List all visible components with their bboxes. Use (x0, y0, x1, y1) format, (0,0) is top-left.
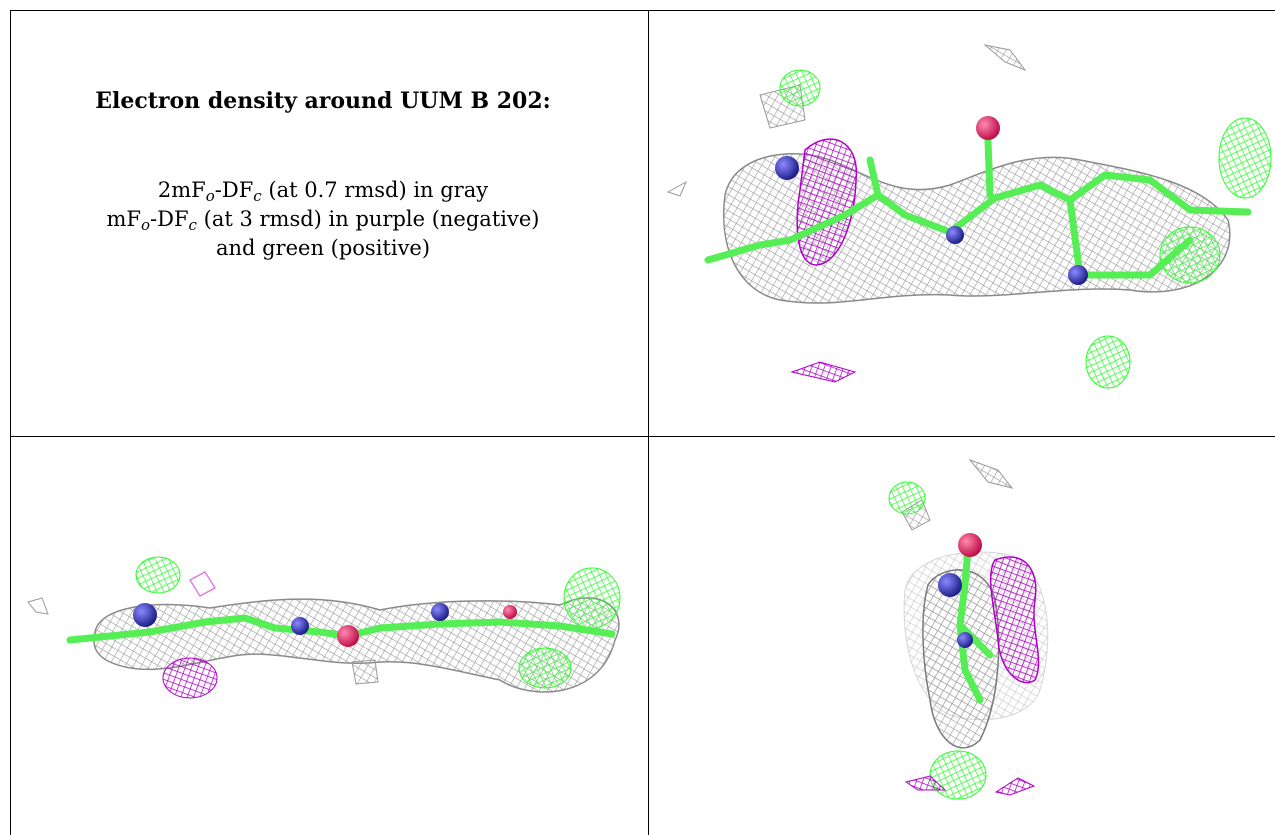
view-top-right (666, 44, 1272, 389)
mesh-gray-small-top (983, 44, 1027, 72)
mesh-green-bottom (929, 750, 987, 800)
mesh-purple-bottom (790, 361, 857, 383)
mesh-purple-bottom-left (904, 775, 947, 791)
atom-nitrogen-1 (938, 573, 962, 597)
caption-line1-mid: -DF (214, 178, 254, 202)
atom-oxygen-1 (337, 625, 359, 647)
atom-nitrogen-2 (957, 632, 973, 648)
ligand-bonds-3 (956, 544, 994, 704)
mesh-green-top (888, 481, 926, 515)
mesh-green-ring (1159, 226, 1221, 284)
ligand-bonds-1 (704, 136, 1252, 279)
caption-line2-suffix: (at 3 rmsd) in purple (negative) (196, 207, 540, 231)
mesh-gray-small-left (666, 180, 688, 197)
mesh-green-right (563, 567, 621, 629)
atom-nitrogen-1 (133, 603, 157, 627)
atom-oxygen-1 (958, 533, 982, 557)
mesh-purple-right (989, 556, 1040, 684)
caption-line-green: and green (positive) (215, 236, 431, 260)
mesh-green-bottom (1085, 335, 1131, 389)
caption-line1-suffix: (at 0.7 rmsd) in gray (261, 178, 489, 202)
table-border-middle (10, 436, 1275, 437)
atom-nitrogen-3 (431, 603, 449, 621)
caption-line1-sub-c: c (253, 187, 262, 205)
caption-line2-sub-o: o (141, 216, 151, 234)
atom-nitrogen-2 (946, 226, 964, 244)
caption-line1-sub-o: o (205, 187, 215, 205)
ligand-bonds-2 (66, 614, 616, 644)
caption-line-2mfo-dfc: 2mFo-DFc (at 0.7 rmsd) in gray (10, 176, 636, 205)
caption-title: Electron density around UUM B 202: (95, 88, 551, 114)
mesh-gray-small-left (27, 597, 49, 615)
mesh-green-top-left (779, 69, 821, 107)
caption-line2-prefix: mF (106, 207, 141, 231)
atom-nitrogen-2 (291, 617, 309, 635)
view-bottom-right (888, 458, 1049, 800)
mesh-gray-small-top (968, 458, 1014, 489)
table-border-center (648, 10, 649, 835)
caption-cell: Electron density around UUM B 202: 2mFo-… (10, 88, 636, 263)
table-border-left (10, 10, 11, 835)
mesh-purple-bottom (162, 657, 218, 699)
atom-oxygen-1 (976, 116, 1000, 140)
atom-oxygen-2 (503, 605, 517, 619)
atom-nitrogen-1 (775, 156, 799, 180)
table-border-top (10, 10, 1275, 11)
atom-nitrogen-3 (1068, 265, 1088, 285)
caption-line-mfo-dfc: mFo-DFc (at 3 rmsd) in purple (negative) (10, 205, 636, 234)
caption-line1-prefix: 2mF (157, 178, 206, 202)
caption-line2-mid: -DF (150, 207, 189, 231)
mesh-gray-small-bottom (351, 659, 379, 685)
mesh-green-lower (518, 647, 572, 689)
view-bottom-left (27, 556, 621, 699)
mesh-purple-bottom-right (994, 777, 1036, 796)
mesh-pink-box (189, 571, 216, 597)
mesh-green-left (135, 556, 181, 594)
caption-line2-sub-c: c (188, 216, 197, 234)
mesh-green-right (1218, 117, 1272, 199)
